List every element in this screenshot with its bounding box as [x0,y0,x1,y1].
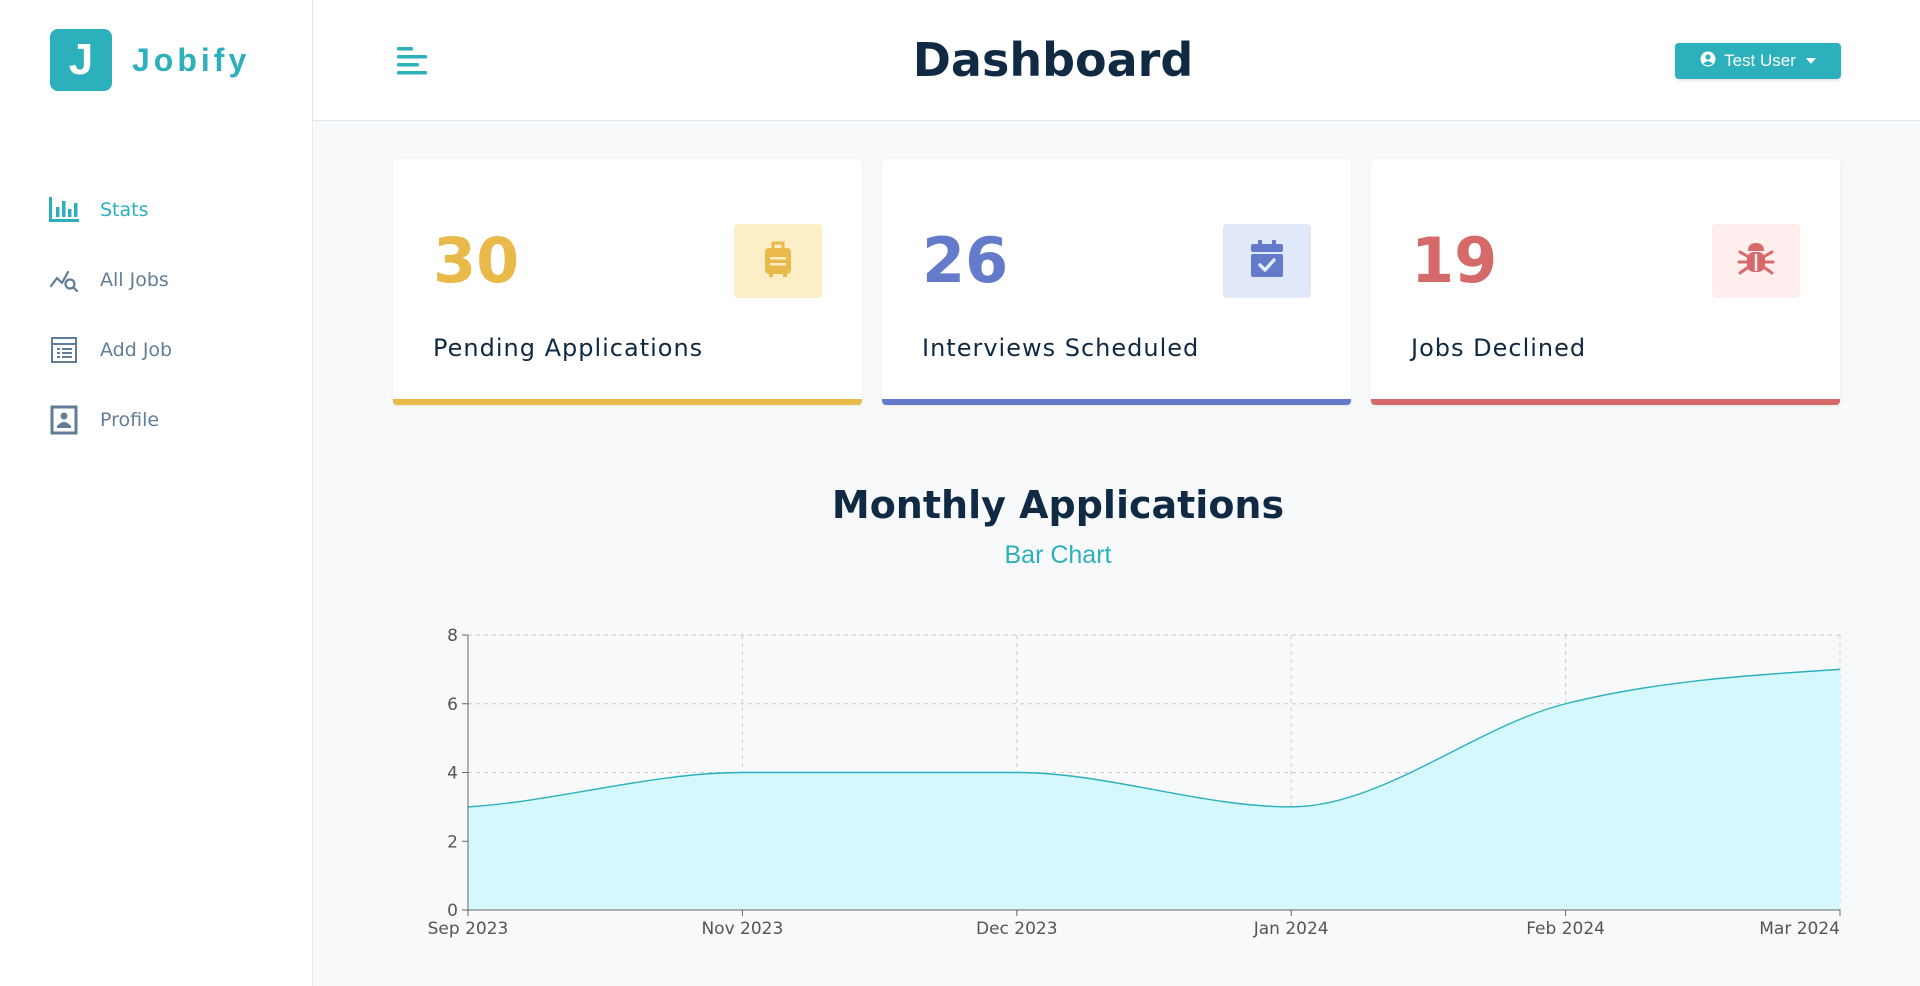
logo-mark: J [50,29,112,91]
page-title: Dashboard [912,33,1194,87]
stat-count: 19 [1411,224,1498,297]
x-tick-label: Nov 2023 [701,919,783,939]
bug-icon [1736,239,1776,283]
y-tick-label: 4 [447,764,458,784]
calendar-check-icon [1249,239,1285,283]
chevron-down-icon [1805,58,1816,64]
sidebar-item-label: All Jobs [100,269,169,291]
sidebar-toggle-button[interactable] [395,44,429,78]
profile-icon [48,404,80,436]
logo[interactable]: J Jobify [50,29,250,91]
user-circle-icon [1700,51,1716,72]
x-tick-label: Sep 2023 [428,919,509,939]
sidebar-item-add-job[interactable]: Add Job [48,315,172,385]
stat-icon-box [1712,224,1800,298]
stats-icon [48,194,80,226]
x-tick-label: Jan 2024 [1253,919,1329,939]
sidebar-item-profile[interactable]: Profile [48,385,172,455]
stat-label: Jobs Declined [1411,334,1587,362]
sidebar-item-label: Stats [100,199,149,221]
stat-label: Interviews Scheduled [922,334,1200,362]
all-jobs-icon [48,264,80,296]
stat-count: 30 [433,224,520,297]
monthly-applications-chart: 0 2 4 6 8 Sep 2023 Nov 2023 Dec 2023 Jan 2024 Feb… [428,626,1841,939]
stat-icon-box [1223,224,1311,298]
stat-label: Pending Applications [433,334,704,362]
main-content: 30 Pending Applications 26 [314,121,1920,986]
stat-count: 26 [922,224,1009,297]
stat-card-interviews: 26 Interviews Scheduled [882,159,1351,405]
sidebar-item-all-jobs[interactable]: All Jobs [48,245,172,315]
logo-text: Jobify [132,41,251,78]
sidebar: J Jobify Stats [0,0,313,986]
sidebar-nav: Stats All Jobs A [48,175,172,455]
x-tick-label: Feb 2024 [1526,919,1605,939]
y-tick-label: 2 [447,832,458,852]
stat-card-declined: 19 Jobs Declined [1371,159,1840,405]
briefcase-icon [763,240,793,282]
chart-type-toggle-button[interactable]: Bar Chart [1004,541,1112,569]
chart-title: Monthly Applications [831,483,1285,527]
menu-icon [395,47,429,82]
sidebar-item-label: Profile [100,409,160,431]
sidebar-item-label: Add Job [100,339,173,361]
x-tick-label: Mar 2024 [1759,919,1840,939]
y-tick-label: 8 [447,626,458,646]
y-tick-label: 6 [447,695,458,715]
sidebar-item-stats[interactable]: Stats [48,175,172,245]
y-tick-label: 0 [447,901,458,921]
user-menu-button[interactable]: Test User [1675,43,1841,79]
top-header: Dashboard Test User [313,0,1920,121]
add-job-icon [48,334,80,366]
user-name: Test User [1724,51,1796,70]
stat-icon-box [734,224,822,298]
x-tick-label: Dec 2023 [976,919,1058,939]
series-line [467,668,1841,808]
stat-card-pending: 30 Pending Applications [393,159,862,405]
